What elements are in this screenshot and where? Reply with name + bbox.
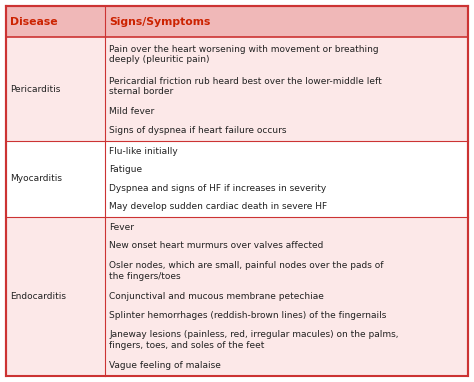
Text: Dyspnea and signs of HF if increases in severity: Dyspnea and signs of HF if increases in … xyxy=(109,184,327,193)
Text: Vague feeling of malaise: Vague feeling of malaise xyxy=(109,361,221,370)
Bar xyxy=(6,37,468,141)
Text: May develop sudden cardiac death in severe HF: May develop sudden cardiac death in seve… xyxy=(109,202,328,211)
Text: Pain over the heart worsening with movement or breathing
deeply (pleuritic pain): Pain over the heart worsening with movem… xyxy=(109,45,379,64)
Text: Endocarditis: Endocarditis xyxy=(10,292,66,301)
Text: Osler nodes, which are small, painful nodes over the pads of
the fingers/toes: Osler nodes, which are small, painful no… xyxy=(109,261,384,281)
Text: Signs/Symptoms: Signs/Symptoms xyxy=(109,17,211,27)
Text: Janeway lesions (painless, red, irregular macules) on the palms,
fingers, toes, : Janeway lesions (painless, red, irregula… xyxy=(109,330,399,350)
Text: Fatigue: Fatigue xyxy=(109,165,143,174)
Text: Pericarditis: Pericarditis xyxy=(10,84,60,94)
Text: Splinter hemorrhages (reddish-brown lines) of the fingernails: Splinter hemorrhages (reddish-brown line… xyxy=(109,311,387,320)
Text: Pericardial friction rub heard best over the lower-middle left
sternal border: Pericardial friction rub heard best over… xyxy=(109,77,382,96)
Text: Signs of dyspnea if heart failure occurs: Signs of dyspnea if heart failure occurs xyxy=(109,126,287,135)
Text: Flu-like initially: Flu-like initially xyxy=(109,147,178,155)
Text: Disease: Disease xyxy=(10,17,58,27)
Bar xyxy=(6,6,468,37)
Text: New onset heart murmurs over valves affected: New onset heart murmurs over valves affe… xyxy=(109,241,324,250)
Text: Conjunctival and mucous membrane petechiae: Conjunctival and mucous membrane petechi… xyxy=(109,292,324,301)
Bar xyxy=(6,141,468,217)
Bar xyxy=(6,217,468,376)
Text: Fever: Fever xyxy=(109,223,134,232)
Text: Myocarditis: Myocarditis xyxy=(10,174,62,183)
Text: Mild fever: Mild fever xyxy=(109,107,155,117)
